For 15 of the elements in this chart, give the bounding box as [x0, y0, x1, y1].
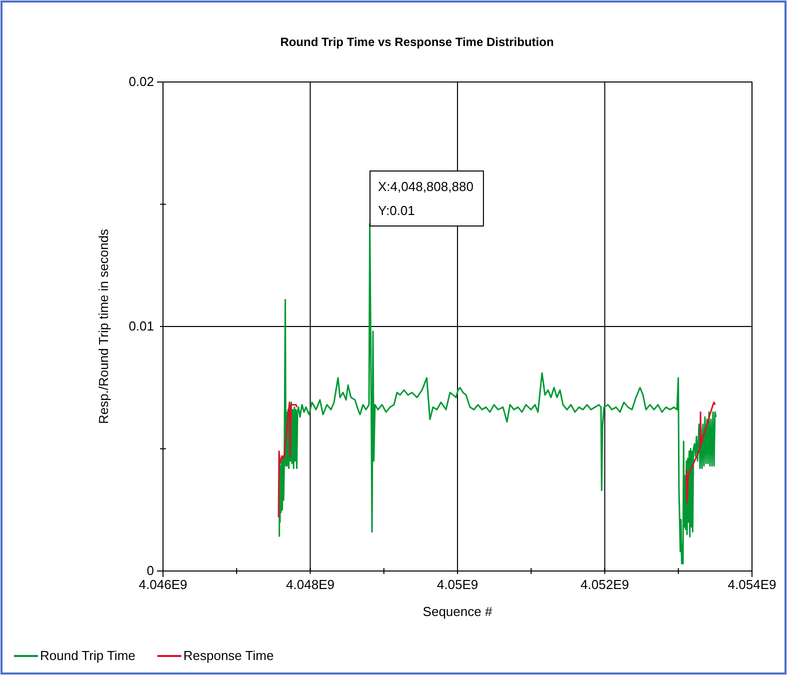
x-axis-title: Sequence #	[422, 604, 493, 619]
legend-label: Response Time	[183, 648, 274, 663]
y-tick-label: 0	[146, 563, 154, 578]
y-tick-label: 0.01	[128, 318, 154, 334]
x-tick-label: 4.05E9	[436, 577, 478, 592]
x-tick-label: 4.048E9	[286, 577, 334, 592]
annotation: X:4,048,808,880 Y:0.01	[378, 179, 474, 218]
chart-title: Round Trip Time vs Response Time Distribution	[280, 35, 554, 49]
legend-label: Round Trip Time	[40, 648, 136, 663]
x-tick-label: 4.052E9	[580, 577, 629, 592]
x-tick-label: 4.054E9	[728, 577, 776, 592]
line-series	[278, 223, 717, 564]
y-axis-title: Resp./Round Trip time in seconds	[96, 228, 111, 424]
y-tick-label: 0.02	[128, 74, 154, 90]
x-tick-label: 4.046E9	[138, 577, 188, 592]
